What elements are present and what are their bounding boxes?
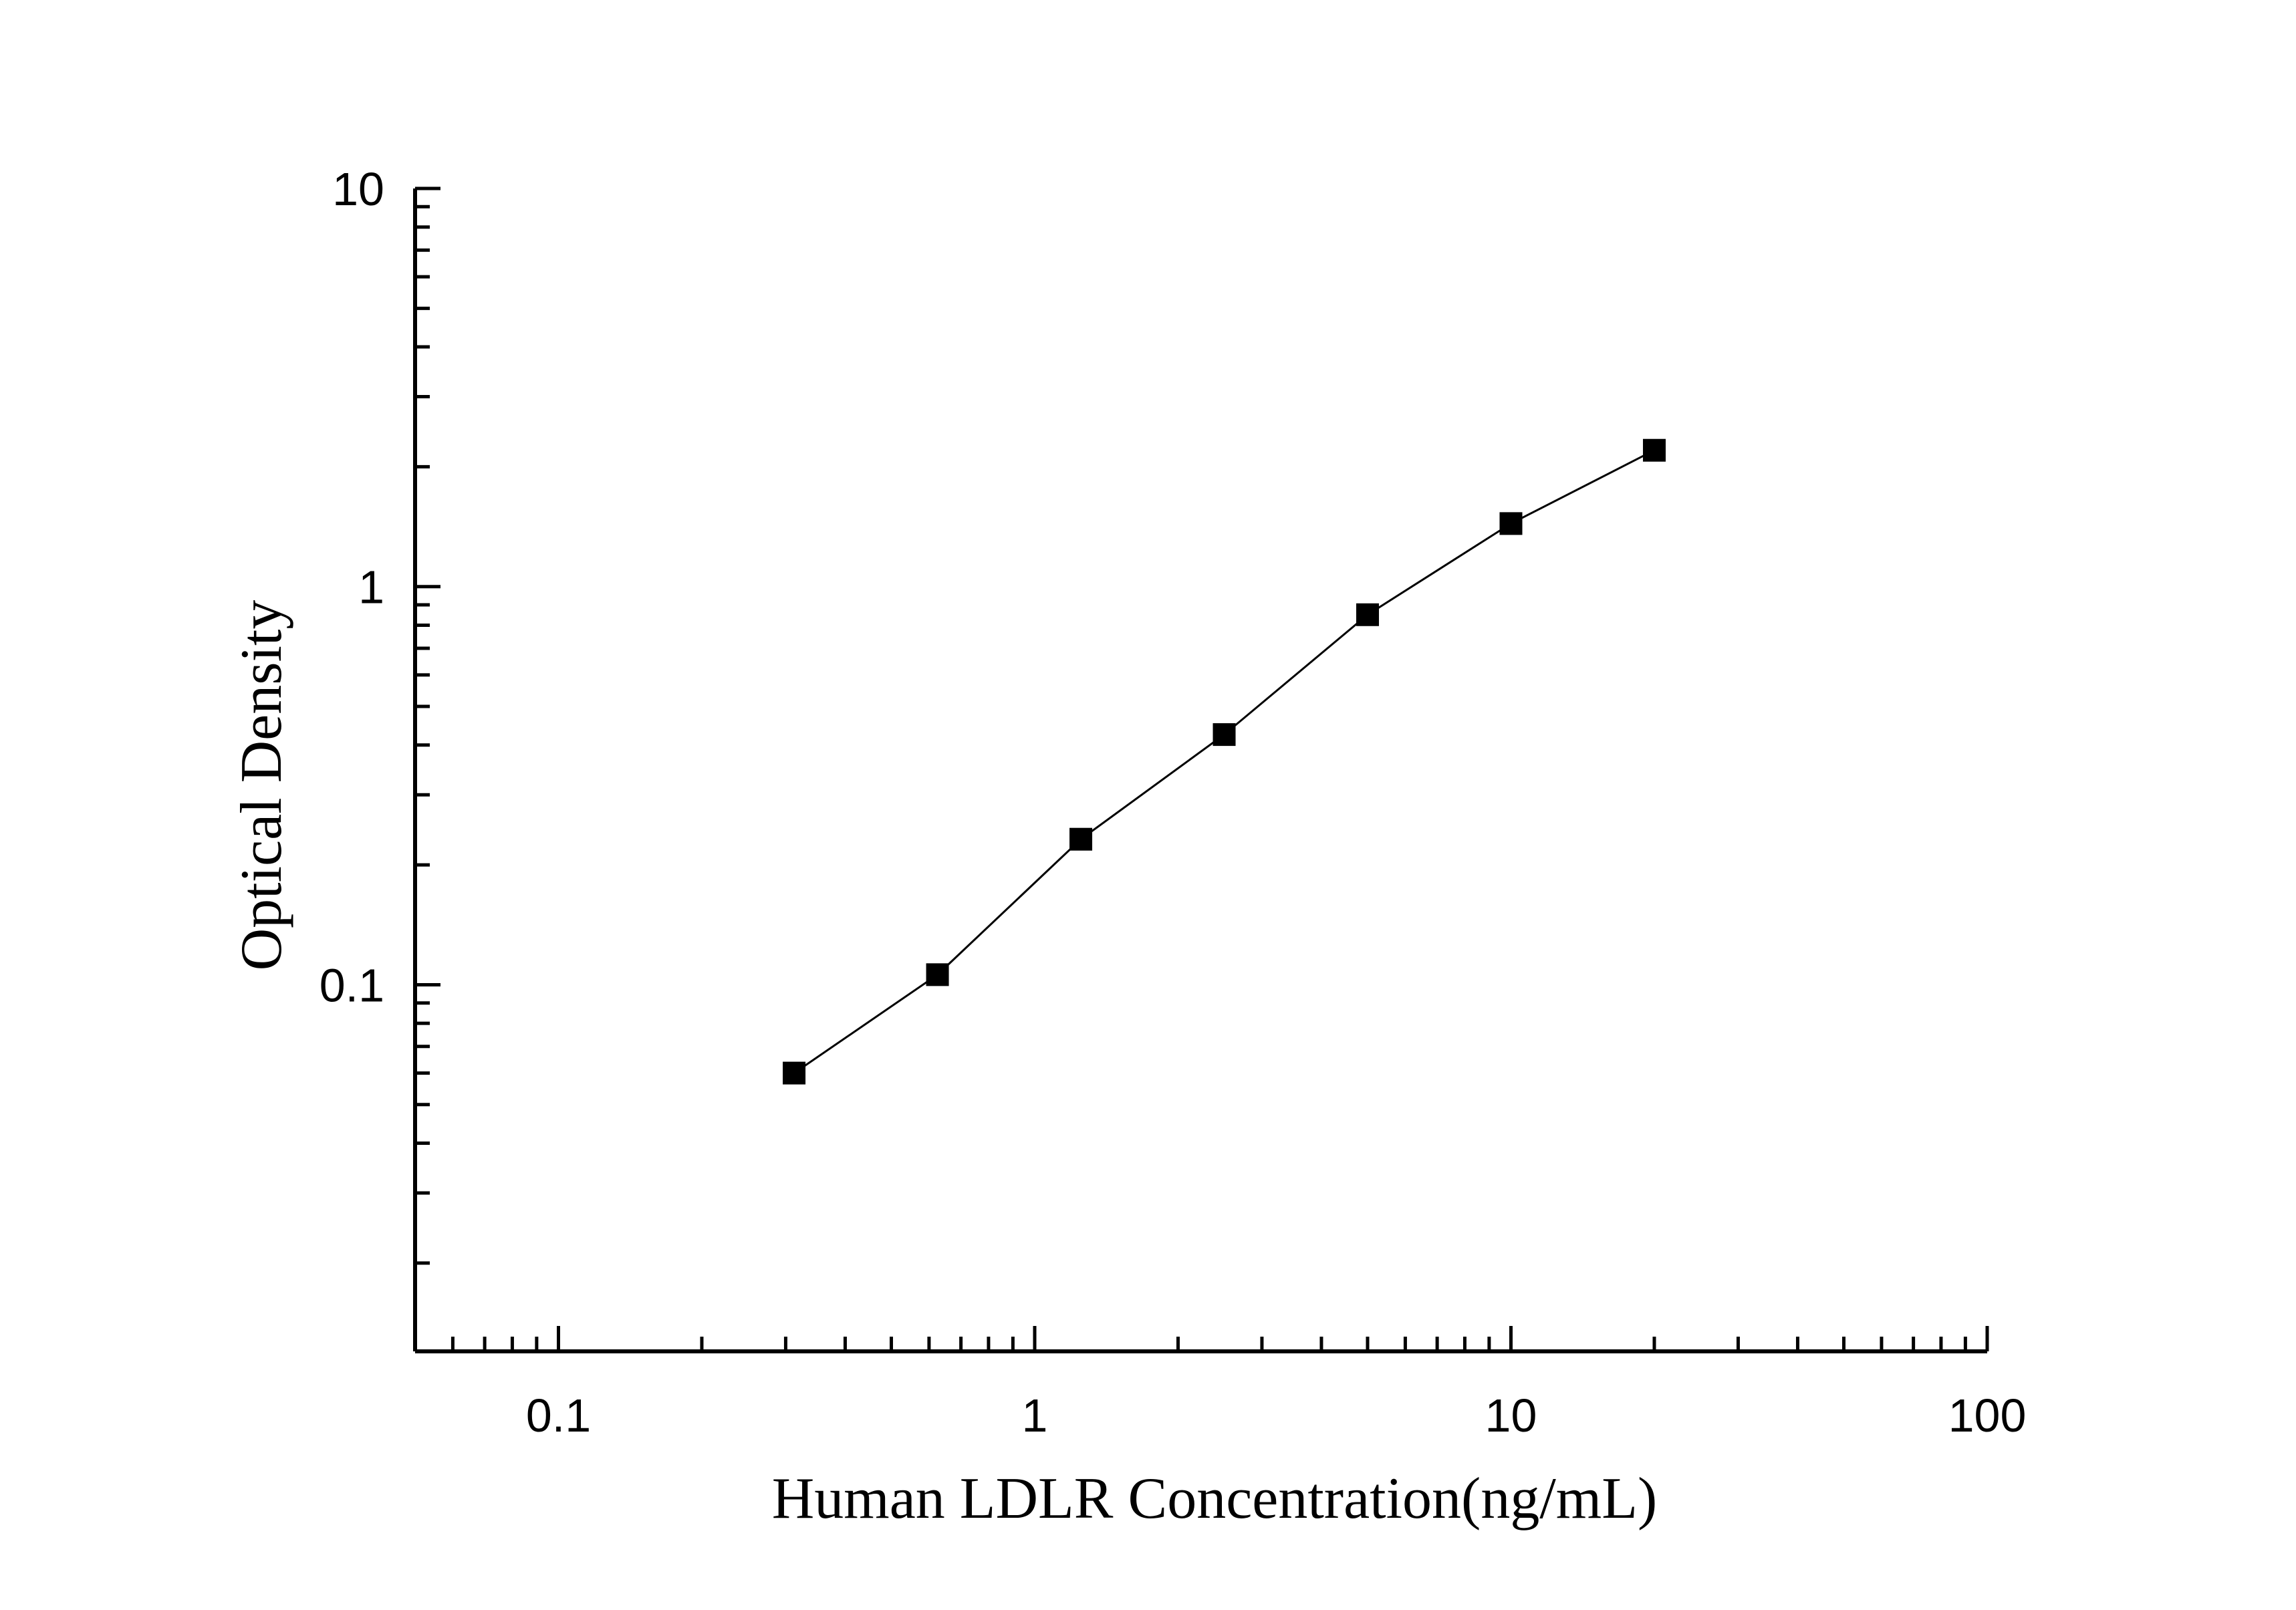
- x-axis-title: Human LDLR Concentration(ng/mL): [772, 1466, 1658, 1531]
- x-tick-label: 1: [1022, 1389, 1048, 1442]
- x-tick-label: 0.1: [526, 1389, 591, 1442]
- y-tick-label: 1: [358, 561, 384, 614]
- y-tick-label: 10: [332, 163, 384, 215]
- x-tick-label: 10: [1485, 1389, 1537, 1442]
- axes: [413, 188, 1987, 1353]
- data-point: [1213, 723, 1236, 747]
- data-point: [1642, 438, 1666, 462]
- y-axis-title: Optical Density: [229, 600, 294, 971]
- data-point: [783, 1061, 806, 1085]
- series-line: [793, 449, 1655, 1074]
- ticks: 0.1 1 10 100 0.1 1 10: [320, 163, 2027, 1442]
- data-point: [1069, 827, 1093, 851]
- x-tick-label: 100: [1948, 1389, 2027, 1442]
- series: [783, 438, 1666, 1085]
- data-point: [1499, 512, 1523, 535]
- data-point: [1356, 603, 1380, 626]
- data-point: [926, 963, 949, 986]
- y-tick-label: 0.1: [320, 959, 384, 1011]
